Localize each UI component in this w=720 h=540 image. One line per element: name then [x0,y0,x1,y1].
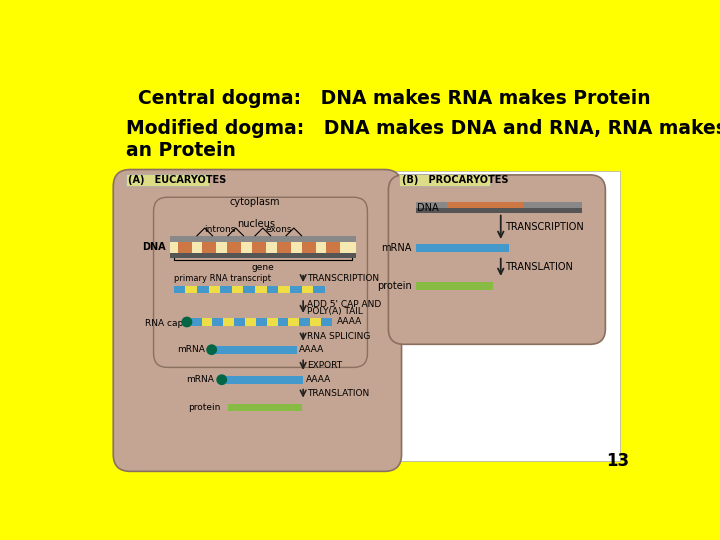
Bar [223,318,234,326]
Circle shape [216,374,228,385]
Text: TRANSCRIPTION: TRANSCRIPTION [505,222,583,232]
Bar [255,286,266,294]
Text: TRANSCRIPTION: TRANSCRIPTION [307,274,379,284]
Text: AAAA: AAAA [305,375,330,384]
FancyBboxPatch shape [126,174,209,186]
Text: introns: introns [204,225,236,234]
Bar [245,318,256,326]
Circle shape [181,316,192,327]
Bar [243,286,255,294]
Bar [289,318,300,326]
Bar [415,244,508,252]
Bar [170,236,356,242]
Text: RNA cap: RNA cap [145,319,183,328]
Text: mRNA: mRNA [177,345,204,354]
Text: (B)   PROCARYOTES: (B) PROCARYOTES [402,176,508,185]
Bar [212,318,223,326]
Text: TRANSLATION: TRANSLATION [505,262,572,272]
Text: AAAA: AAAA [336,318,361,327]
Text: (A)   EUCARYOTES: (A) EUCARYOTES [128,176,226,185]
Circle shape [206,345,217,355]
Bar [232,286,243,294]
FancyBboxPatch shape [120,171,620,461]
Text: DNA: DNA [417,202,438,213]
Text: EXPORT: EXPORT [307,361,342,369]
Bar [279,286,290,294]
Text: gene: gene [251,262,274,272]
Bar [266,318,277,326]
Text: mRNA: mRNA [382,243,412,253]
Bar [256,318,266,326]
Text: cytoplasm: cytoplasm [230,197,280,207]
Bar [228,403,302,411]
Text: 13: 13 [606,452,629,470]
Bar [415,282,493,289]
FancyBboxPatch shape [399,174,490,186]
Bar [326,242,341,253]
Text: protein: protein [188,403,220,412]
Text: exons: exons [265,225,292,234]
Text: primary RNA transcript: primary RNA transcript [174,274,271,284]
Text: ADD 5' CAP AND: ADD 5' CAP AND [307,300,382,309]
Bar [415,202,582,208]
Text: TRANSLATION: TRANSLATION [307,389,369,398]
Bar [185,286,197,294]
Bar [209,286,220,294]
Bar [202,318,212,326]
Bar [252,242,266,253]
Bar [228,242,241,253]
Text: AAAA: AAAA [300,345,325,354]
Bar [313,286,325,294]
Text: mRNA: mRNA [186,375,214,384]
Bar [321,318,332,326]
Bar [202,242,216,253]
Text: POLY(A) TAIL: POLY(A) TAIL [307,307,363,316]
Bar [215,346,297,354]
Text: Modified dogma:   DNA makes DNA and RNA, RNA makes DNA, RNA
an Protein: Modified dogma: DNA makes DNA and RNA, R… [127,119,720,160]
Bar [310,318,321,326]
Text: RNA SPLICING: RNA SPLICING [307,332,370,341]
Bar [234,318,245,326]
Bar [276,242,291,253]
Text: protein: protein [377,281,412,291]
Bar [170,253,356,258]
Bar [197,286,209,294]
Bar [220,286,232,294]
Bar [170,242,356,253]
FancyBboxPatch shape [153,197,367,367]
Text: DNA: DNA [143,242,166,252]
Bar [225,376,303,383]
Bar [290,286,302,294]
Bar [191,318,202,326]
Bar [277,318,289,326]
Bar [300,318,310,326]
Bar [302,286,313,294]
Bar [266,286,279,294]
FancyBboxPatch shape [113,170,402,471]
Text: nucleus: nucleus [238,219,276,229]
Text: Central dogma:   DNA makes RNA makes Protein: Central dogma: DNA makes RNA makes Prote… [138,90,651,109]
FancyBboxPatch shape [388,175,606,345]
Bar [415,208,582,213]
Bar [446,202,524,208]
Bar [302,242,315,253]
Bar [174,286,185,294]
Bar [178,242,192,253]
